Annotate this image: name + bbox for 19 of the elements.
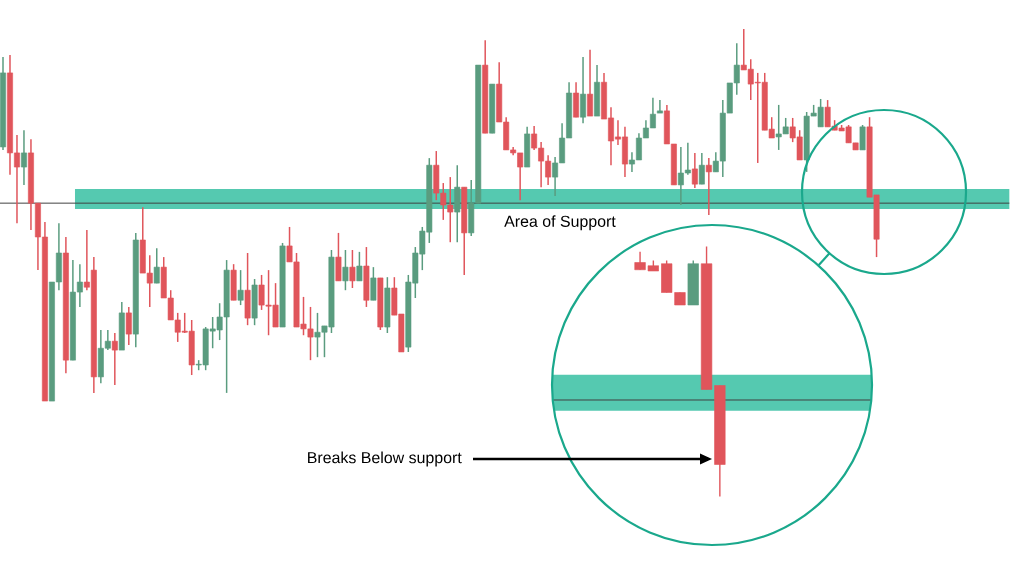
candlestick — [691, 152, 698, 189]
candlestick — [237, 269, 244, 306]
candlestick — [859, 124, 866, 151]
candlestick — [656, 99, 663, 114]
text: Breaks Below support — [308, 451, 462, 467]
candlestick — [342, 249, 349, 291]
candlestick — [21, 129, 27, 186]
candlestick — [335, 232, 342, 282]
candlestick — [349, 249, 356, 289]
band-label: Area of Support — [504, 215, 616, 231]
candlestick — [111, 332, 118, 386]
candlestick — [587, 49, 593, 117]
candlestick — [698, 152, 705, 185]
candlestick — [370, 266, 377, 301]
candlestick — [580, 56, 586, 124]
candlestick — [356, 251, 363, 282]
candlestick — [125, 306, 132, 346]
candlestick — [153, 247, 160, 284]
candlestick — [705, 157, 712, 216]
